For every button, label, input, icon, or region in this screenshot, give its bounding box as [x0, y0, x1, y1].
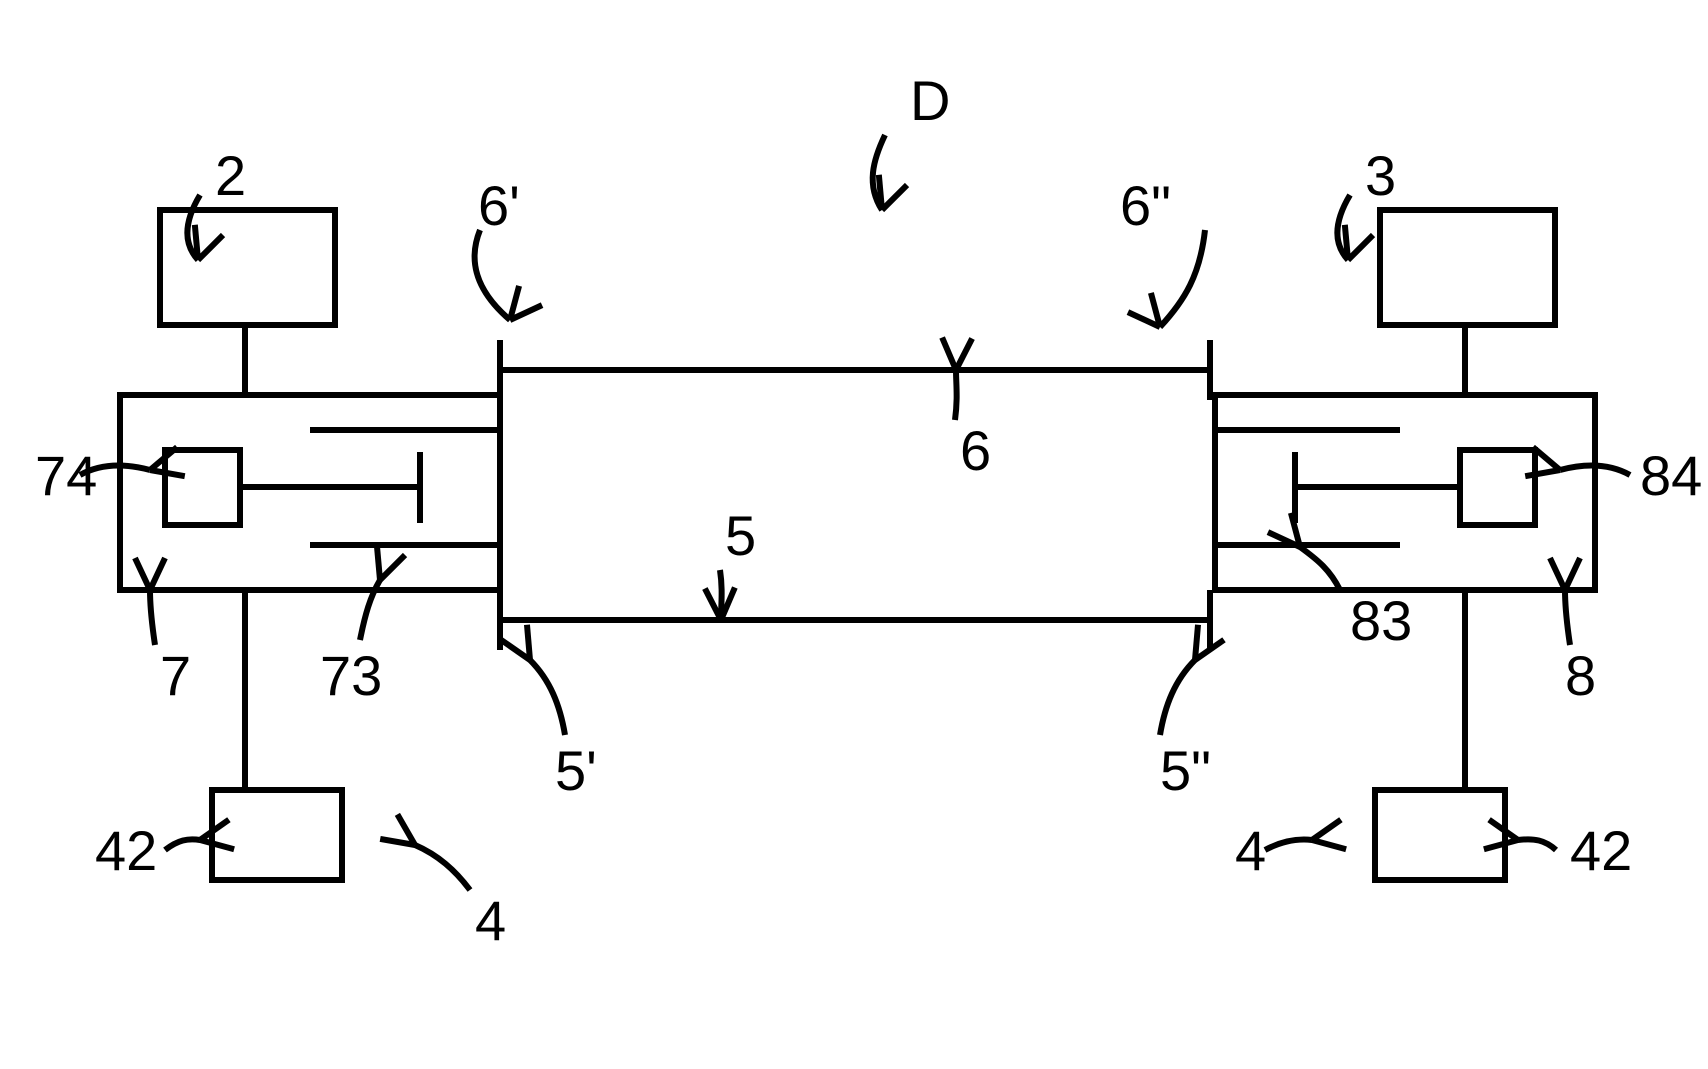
- leader-line: [475, 230, 510, 320]
- diagram-canvas: D236'6"7484658378735'5"424442: [0, 0, 1708, 1069]
- leader-line: [150, 590, 155, 645]
- arrowhead-icon: [1182, 625, 1224, 668]
- arrowhead-icon: [941, 337, 972, 370]
- ref-label: 6': [478, 174, 520, 237]
- box3: [1380, 210, 1555, 325]
- leader-line: [530, 660, 565, 735]
- ref-label: 74: [35, 444, 97, 507]
- box42r: [1375, 790, 1505, 880]
- ref-label: 5: [725, 504, 756, 567]
- leader-line: [1300, 547, 1340, 590]
- leader-line: [1160, 230, 1205, 327]
- leader-line: [955, 370, 957, 420]
- arrowhead-icon: [380, 814, 423, 857]
- ref-label: 42: [1570, 819, 1632, 882]
- ref-label: D: [910, 69, 950, 132]
- ref-label: 5': [555, 739, 597, 802]
- arrowhead-icon: [1309, 820, 1346, 855]
- leader-line: [1160, 660, 1195, 735]
- ref-label: 83: [1350, 589, 1412, 652]
- ref-label: 2: [215, 144, 246, 207]
- leader-line: [1518, 839, 1556, 850]
- ref-label: 5": [1160, 739, 1211, 802]
- leader-line: [1265, 839, 1312, 850]
- ref-label: 6: [960, 419, 991, 482]
- leader-line: [1565, 590, 1570, 645]
- ref-label: 84: [1640, 444, 1702, 507]
- arrowhead-icon: [197, 820, 234, 855]
- ref-label: 7: [160, 644, 191, 707]
- ref-label: 4: [1235, 819, 1266, 882]
- leader-line: [415, 845, 470, 890]
- arrowhead-icon: [499, 286, 543, 330]
- leader-line: [165, 839, 200, 850]
- arrowhead-icon: [135, 558, 165, 590]
- ref-label: 73: [320, 644, 382, 707]
- ref-label: 3: [1365, 144, 1396, 207]
- ref-label: 6": [1120, 174, 1171, 237]
- ref-label: 4: [475, 889, 506, 952]
- arrowhead-icon: [1550, 558, 1580, 590]
- box74: [165, 450, 240, 525]
- box42l: [212, 790, 342, 880]
- arrowhead-icon: [501, 625, 543, 668]
- ref-label: 42: [95, 819, 157, 882]
- ref-label: 8: [1565, 644, 1596, 707]
- box7: [120, 395, 500, 590]
- box84: [1460, 450, 1535, 525]
- arrowhead-icon: [366, 545, 405, 585]
- arrowhead-icon: [1128, 293, 1172, 337]
